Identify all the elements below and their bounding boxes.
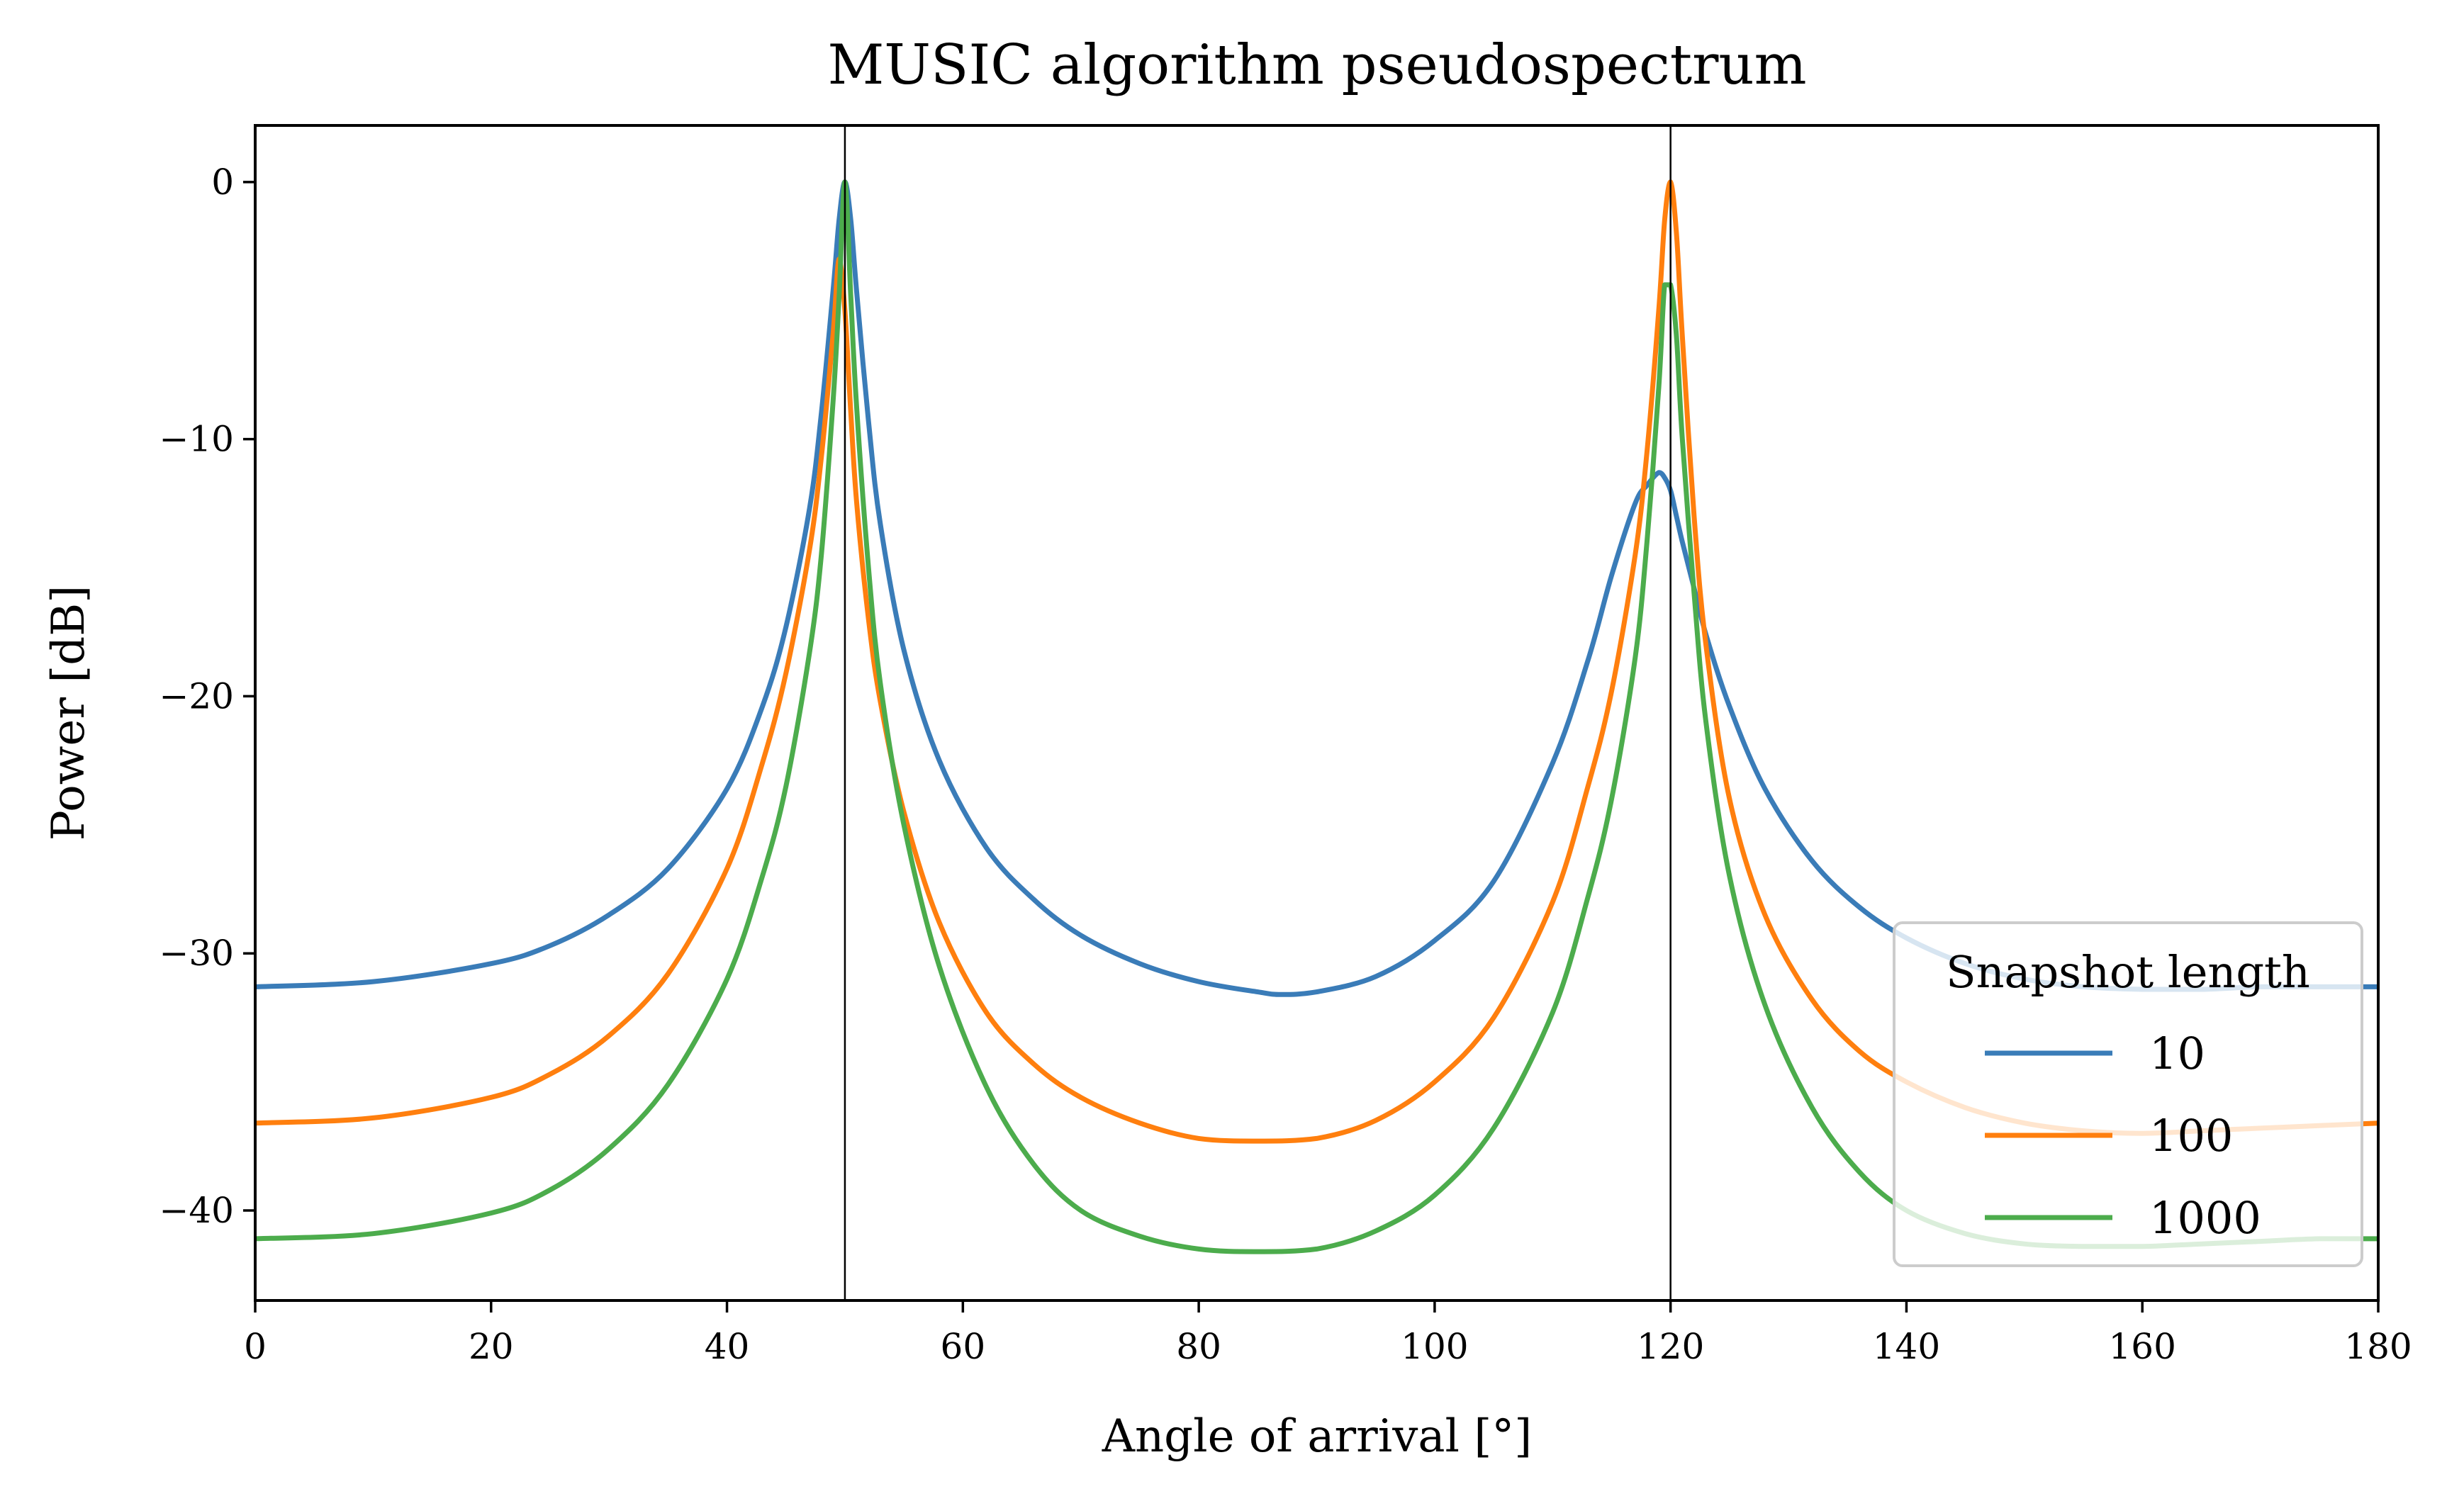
plot-frame: [254, 124, 2380, 1302]
y-tick-label: −40: [159, 1190, 234, 1231]
y-axis-ticks: 0 −10 −20 −30 −40: [159, 162, 255, 1231]
legend-box: [1893, 921, 2363, 1267]
y-tick-label: 0: [211, 162, 234, 203]
x-axis-ticks: 0 20 40 60 80 100 120 140 160 180: [244, 1300, 2412, 1367]
x-tick-label: 180: [2344, 1326, 2412, 1367]
legend-label-100: 100: [2149, 1110, 2233, 1162]
x-tick-label: 20: [469, 1326, 514, 1367]
x-tick-label: 160: [2109, 1326, 2176, 1367]
series-layer: [255, 179, 2378, 1254]
y-tick-label: −10: [159, 419, 234, 460]
legend-entries: 10 100 1000: [1985, 1028, 2261, 1244]
legend-label-1000: 1000: [2149, 1192, 2261, 1244]
legend: Snapshot length 10 100 1000: [1893, 921, 2363, 1267]
chart-title: MUSIC algorithm pseudospectrum: [827, 33, 1806, 97]
series-line-10: [255, 179, 2378, 997]
y-axis-label: Power [dB]: [43, 585, 95, 841]
x-tick-label: 100: [1401, 1326, 1468, 1367]
x-tick-label: 60: [941, 1326, 986, 1367]
legend-label-10: 10: [2149, 1028, 2205, 1079]
x-tick-label: 140: [1873, 1326, 1940, 1367]
plot-area: [254, 124, 2380, 1302]
x-tick-label: 80: [1176, 1326, 1221, 1367]
x-tick-label: 0: [244, 1326, 267, 1367]
vline-layer: [844, 125, 1671, 1300]
series-line-1000: [255, 179, 2378, 1254]
x-tick-label: 120: [1637, 1326, 1704, 1367]
y-tick-label: −20: [159, 675, 234, 717]
series-line-100: [255, 179, 2378, 1144]
legend-title: Snapshot length: [1946, 946, 2310, 998]
y-tick-label: −30: [159, 933, 234, 974]
x-axis-label: Angle of arrival [°]: [1102, 1410, 1533, 1463]
x-tick-label: 40: [705, 1326, 750, 1367]
